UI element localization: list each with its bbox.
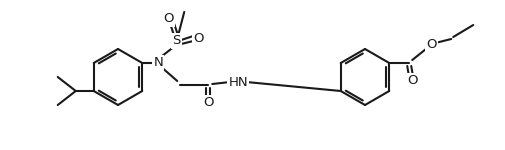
Text: O: O — [426, 39, 436, 51]
Text: O: O — [193, 33, 204, 45]
Text: O: O — [163, 12, 174, 26]
Text: HN: HN — [228, 75, 248, 88]
Text: O: O — [203, 96, 214, 110]
Text: S: S — [172, 34, 180, 48]
Text: O: O — [407, 75, 418, 87]
Text: N: N — [154, 57, 163, 69]
